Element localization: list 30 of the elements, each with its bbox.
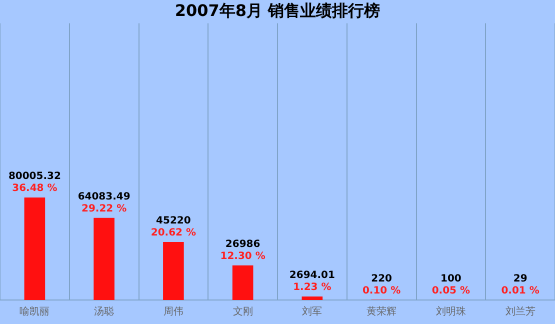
annotation: 12.30 %: [220, 251, 266, 262]
data-label: 80005.32: [8, 171, 61, 182]
data-label: 64083.49: [78, 191, 130, 202]
data-label: 45220: [156, 216, 191, 227]
x-tick-label: 汤聪: [94, 306, 114, 318]
data-label: 26986: [225, 239, 260, 250]
bar: [24, 197, 46, 300]
x-tick-label: 刘兰芳: [505, 306, 536, 318]
bar: [163, 242, 184, 300]
chart-title: 2007年8月 销售业绩排行榜: [174, 0, 380, 20]
bar: [302, 296, 323, 300]
x-tick-label: 黄荣辉: [366, 306, 397, 318]
annotation: 0.01 %: [501, 286, 540, 297]
x-tick-label: 刘明珠: [436, 306, 466, 318]
x-tick-label: 刘军: [302, 306, 322, 318]
data-label: 100: [440, 273, 462, 284]
annotation: 20.62 %: [150, 228, 196, 239]
annotation: 36.48 %: [12, 183, 58, 194]
bar: [94, 218, 114, 300]
annotation: 1.23 %: [293, 282, 332, 294]
x-tick-label: 周伟: [163, 306, 184, 318]
bar: [232, 265, 254, 300]
annotation: 0.10 %: [362, 285, 401, 296]
x-tick-label: 喻凯丽: [20, 306, 50, 318]
data-label: 220: [371, 273, 392, 284]
data-label: 29: [513, 274, 528, 285]
annotation: 0.05 %: [432, 285, 470, 296]
data-label: 2694.01: [289, 270, 336, 282]
x-tick-label: 文刚: [232, 306, 253, 318]
annotation: 29.22 %: [81, 203, 127, 214]
